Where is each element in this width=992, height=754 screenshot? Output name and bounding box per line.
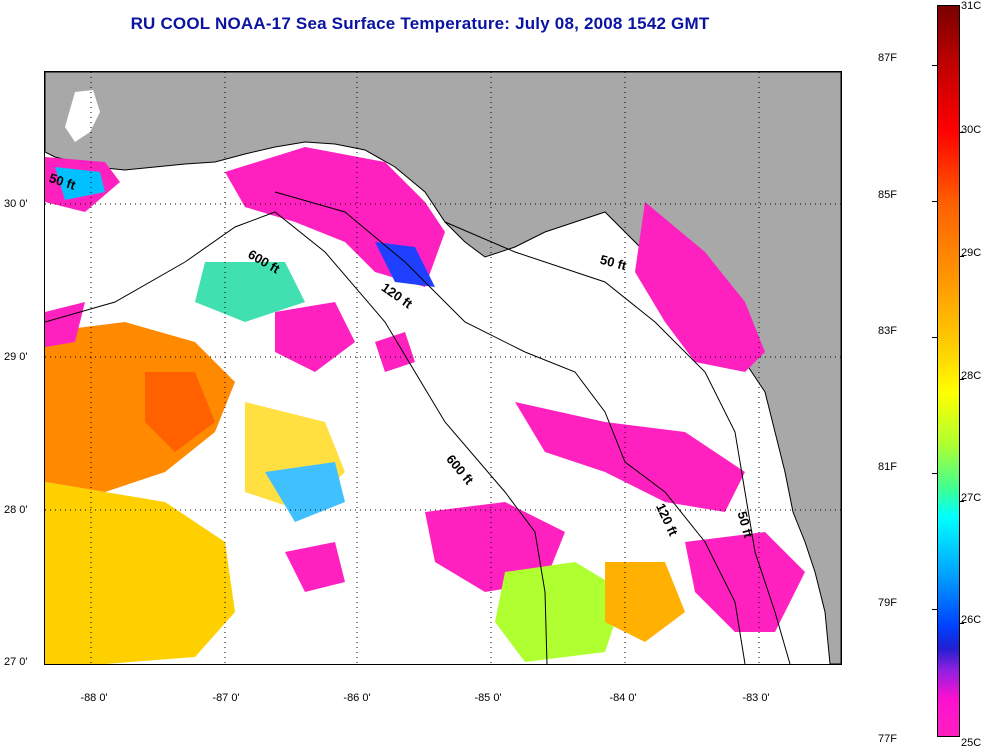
isobath-50ft <box>444 221 791 664</box>
colorbar-c-label: 31C <box>961 0 982 12</box>
isobath-120ft <box>274 191 746 664</box>
isobath-600ft <box>45 211 548 664</box>
temperature-colorbar <box>932 5 964 737</box>
map-title: RU COOL NOAA-17 Sea Surface Temperature:… <box>130 14 710 33</box>
colorbar-f-label: 77F <box>878 733 897 745</box>
colorbar-c-label: 26C <box>961 614 982 626</box>
lat-label: 27 0' <box>4 656 28 668</box>
colorbar-f-label: 83F <box>878 325 897 337</box>
colorbar-c-label: 25C <box>961 737 982 749</box>
colorbar-f-label: 81F <box>878 461 897 473</box>
sst-map-canvas <box>45 72 841 664</box>
graticule <box>45 72 841 664</box>
lon-label: -84 0' <box>609 692 637 704</box>
lon-label: -85 0' <box>474 692 502 704</box>
land-mass <box>45 72 841 664</box>
colorbar-c-label: 29C <box>961 247 982 259</box>
lat-label: 29 0' <box>4 351 28 363</box>
lat-label: 28 0' <box>4 504 28 516</box>
colorbar-f-label: 87F <box>878 52 897 64</box>
colorbar-f-label: 85F <box>878 189 897 201</box>
sst-map: 50 ft 600 ft 120 ft 50 ft 600 ft 120 ft … <box>44 71 842 665</box>
lon-label: -87 0' <box>212 692 240 704</box>
lat-label: 30 0' <box>4 198 28 210</box>
colorbar-c-label: 27C <box>961 492 982 504</box>
colorbar-c-label: 30C <box>961 124 982 136</box>
colorbar-f-label: 79F <box>878 597 897 609</box>
colorbar-c-label: 28C <box>961 370 982 382</box>
lon-label: -88 0' <box>80 692 108 704</box>
lon-label: -83 0' <box>742 692 770 704</box>
lon-label: -86 0' <box>343 692 371 704</box>
